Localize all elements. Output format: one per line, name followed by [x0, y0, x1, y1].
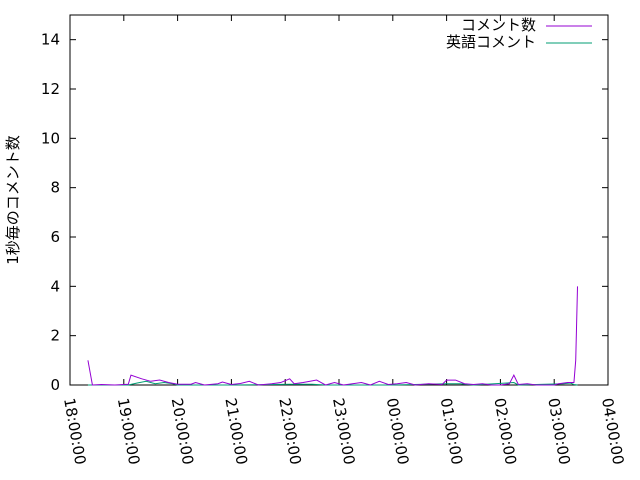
y-tick-label: 8	[50, 179, 60, 197]
x-tick-label: 21:00:00	[221, 397, 250, 466]
x-tick-label: 00:00:00	[383, 397, 412, 466]
x-tick-label: 20:00:00	[168, 397, 197, 466]
series-line-0	[87, 286, 579, 386]
y-tick-label: 4	[50, 277, 60, 295]
y-tick-label: 0	[50, 376, 60, 394]
legend-label-series-1: 英語コメント	[446, 33, 536, 51]
x-tick-label: 01:00:00	[437, 397, 466, 466]
y-tick-label: 12	[41, 80, 60, 98]
plot-frame	[69, 14, 609, 386]
y-tick-label: 6	[50, 228, 60, 246]
series-line-1	[87, 380, 578, 386]
legend: コメント数 英語コメント	[446, 16, 592, 51]
x-tick-label: 23:00:00	[329, 397, 358, 466]
y-axis-label: 1秒毎のコメント数	[4, 135, 22, 265]
y-tick-label: 14	[41, 31, 60, 49]
x-tick-label: 18:00:00	[60, 397, 89, 466]
x-tick-label: 22:00:00	[275, 397, 304, 466]
y-tick-label: 2	[50, 327, 60, 345]
legend-label-series-0: コメント数	[461, 16, 536, 34]
x-tick-label: 19:00:00	[114, 397, 143, 466]
x-tick-label: 02:00:00	[490, 397, 519, 466]
y-tick-label: 10	[41, 129, 60, 147]
x-tick-label: 04:00:00	[598, 397, 627, 466]
x-tick-label: 03:00:00	[544, 397, 573, 466]
